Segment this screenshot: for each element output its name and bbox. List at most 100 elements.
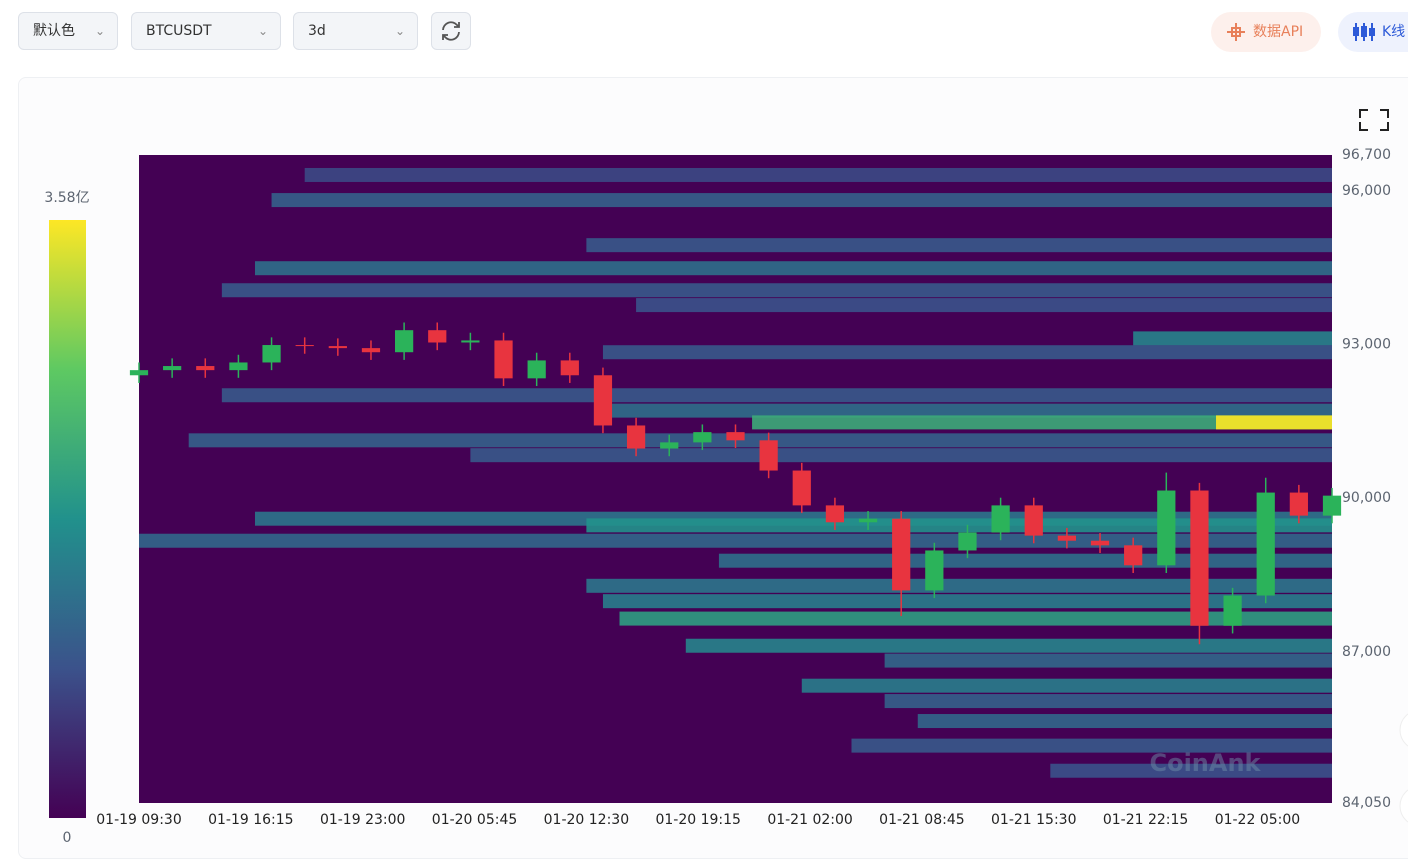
x-tick-label: 01-21 02:00 (767, 812, 852, 828)
y-tick-label: 87,000 (1342, 644, 1391, 660)
kline-icon (1353, 23, 1375, 41)
liquidity-band (221, 388, 1333, 403)
candle-body (958, 532, 977, 551)
chevron: ⌄ (94, 24, 105, 38)
liquidity-band (139, 533, 1332, 548)
liquidity-band (586, 238, 1332, 253)
candle-body (1322, 495, 1342, 516)
symbol-select[interactable]: BTCUSDT ⌄ (131, 12, 281, 50)
x-tick-label: 01-20 05:45 (432, 812, 517, 828)
candle-body (693, 432, 712, 443)
candle-body (759, 440, 778, 471)
candle-body (262, 345, 281, 363)
colorbar-label: 3.58亿 (44, 190, 89, 206)
liquidity-band (619, 611, 1332, 626)
range-select[interactable]: 3d ⌄ (293, 12, 418, 50)
y-tick-label: 93,000 (1342, 337, 1391, 353)
candle-body (229, 362, 248, 371)
candle-body (593, 375, 613, 426)
x-tick-label: 01-20 19:15 (655, 812, 740, 828)
candle-body (328, 346, 347, 349)
candle-body (1090, 540, 1110, 546)
candle-body (792, 470, 811, 506)
candle-body (394, 330, 414, 353)
candle-body (892, 518, 911, 591)
color-select[interactable]: 默认色 ⌄ (18, 12, 118, 50)
chevron: ⌄ (394, 24, 405, 38)
candle-body (1190, 490, 1209, 626)
x-tick-label: 01-21 22:15 (1103, 812, 1188, 828)
kline-button[interactable]: K线 (1338, 12, 1408, 52)
candle-body (660, 442, 679, 449)
candle-body (129, 370, 149, 376)
refresh-icon (442, 21, 460, 41)
liquidity-band (586, 578, 1332, 593)
fullscreen-icon[interactable] (1359, 109, 1389, 131)
liquidity-band (470, 448, 1332, 463)
y-tick-label: 84,050 (1342, 795, 1391, 811)
liquidity-band (254, 261, 1333, 276)
api-button[interactable]: 数据API (1211, 12, 1321, 52)
candle-body (1024, 505, 1043, 536)
chevron: ⌄ (257, 24, 268, 38)
liquidity-band (801, 678, 1332, 693)
api-icon (1227, 23, 1245, 41)
candle-body (1256, 492, 1275, 596)
candle-body (858, 518, 878, 523)
liquidity-band (1216, 415, 1332, 430)
y-tick-label: 90,000 (1342, 490, 1391, 506)
liquidity-band (884, 694, 1332, 709)
candle-body (991, 505, 1010, 533)
liquidity-band (304, 167, 1332, 182)
candle-body (527, 360, 546, 379)
candle-body (196, 366, 215, 371)
x-tick-label: 01-19 09:30 (96, 812, 181, 828)
liquidity-band (1133, 331, 1332, 346)
colorbar (49, 220, 86, 818)
liquidity-band (884, 653, 1332, 668)
side-button[interactable] (1399, 786, 1408, 826)
liquidity-band (271, 193, 1332, 208)
x-tick-label: 01-21 08:45 (879, 812, 964, 828)
candle-body (428, 330, 447, 343)
liquidity-band (221, 283, 1333, 298)
candle-body (626, 425, 646, 449)
candle-body (825, 505, 845, 523)
kline-label: K线 (1382, 24, 1406, 40)
candle-body (1124, 545, 1143, 566)
range-select-label: 3d (308, 23, 326, 39)
liquidity-band (636, 298, 1332, 313)
candle-body (560, 360, 579, 376)
y-tick-label: 96,000 (1342, 183, 1391, 199)
refresh-button[interactable] (431, 12, 471, 50)
candle-body (163, 366, 182, 371)
candle-body (461, 340, 480, 343)
candle-body (1223, 595, 1242, 626)
liquidity-band (718, 553, 1332, 568)
liquidity-band (602, 594, 1332, 609)
candle-body (361, 348, 381, 353)
candle-body (295, 345, 314, 347)
liquidity-band (1050, 763, 1332, 778)
liquidity-band (851, 738, 1332, 753)
x-tick-label: 01-20 12:30 (544, 812, 629, 828)
symbol-select-label: BTCUSDT (146, 23, 212, 39)
colorbar-label: 0 (63, 830, 72, 846)
liquidity-band (685, 638, 1332, 653)
color-select-label: 默认色 (33, 23, 75, 39)
candle-body (1289, 492, 1308, 516)
x-tick-label: 01-22 05:00 (1215, 812, 1300, 828)
candle-body (726, 432, 745, 441)
x-tick-label: 01-19 16:15 (208, 812, 293, 828)
candle-body (1157, 490, 1176, 566)
side-button[interactable] (1399, 710, 1408, 750)
candle-body (494, 340, 513, 379)
y-tick-label: 96,700 (1342, 147, 1391, 163)
watermark: CoinAnk (1149, 749, 1261, 777)
x-tick-label: 01-19 23:00 (320, 812, 405, 828)
candle-body (1057, 535, 1077, 541)
liquidity-band (602, 345, 1332, 360)
liquidity-band (752, 415, 1332, 430)
